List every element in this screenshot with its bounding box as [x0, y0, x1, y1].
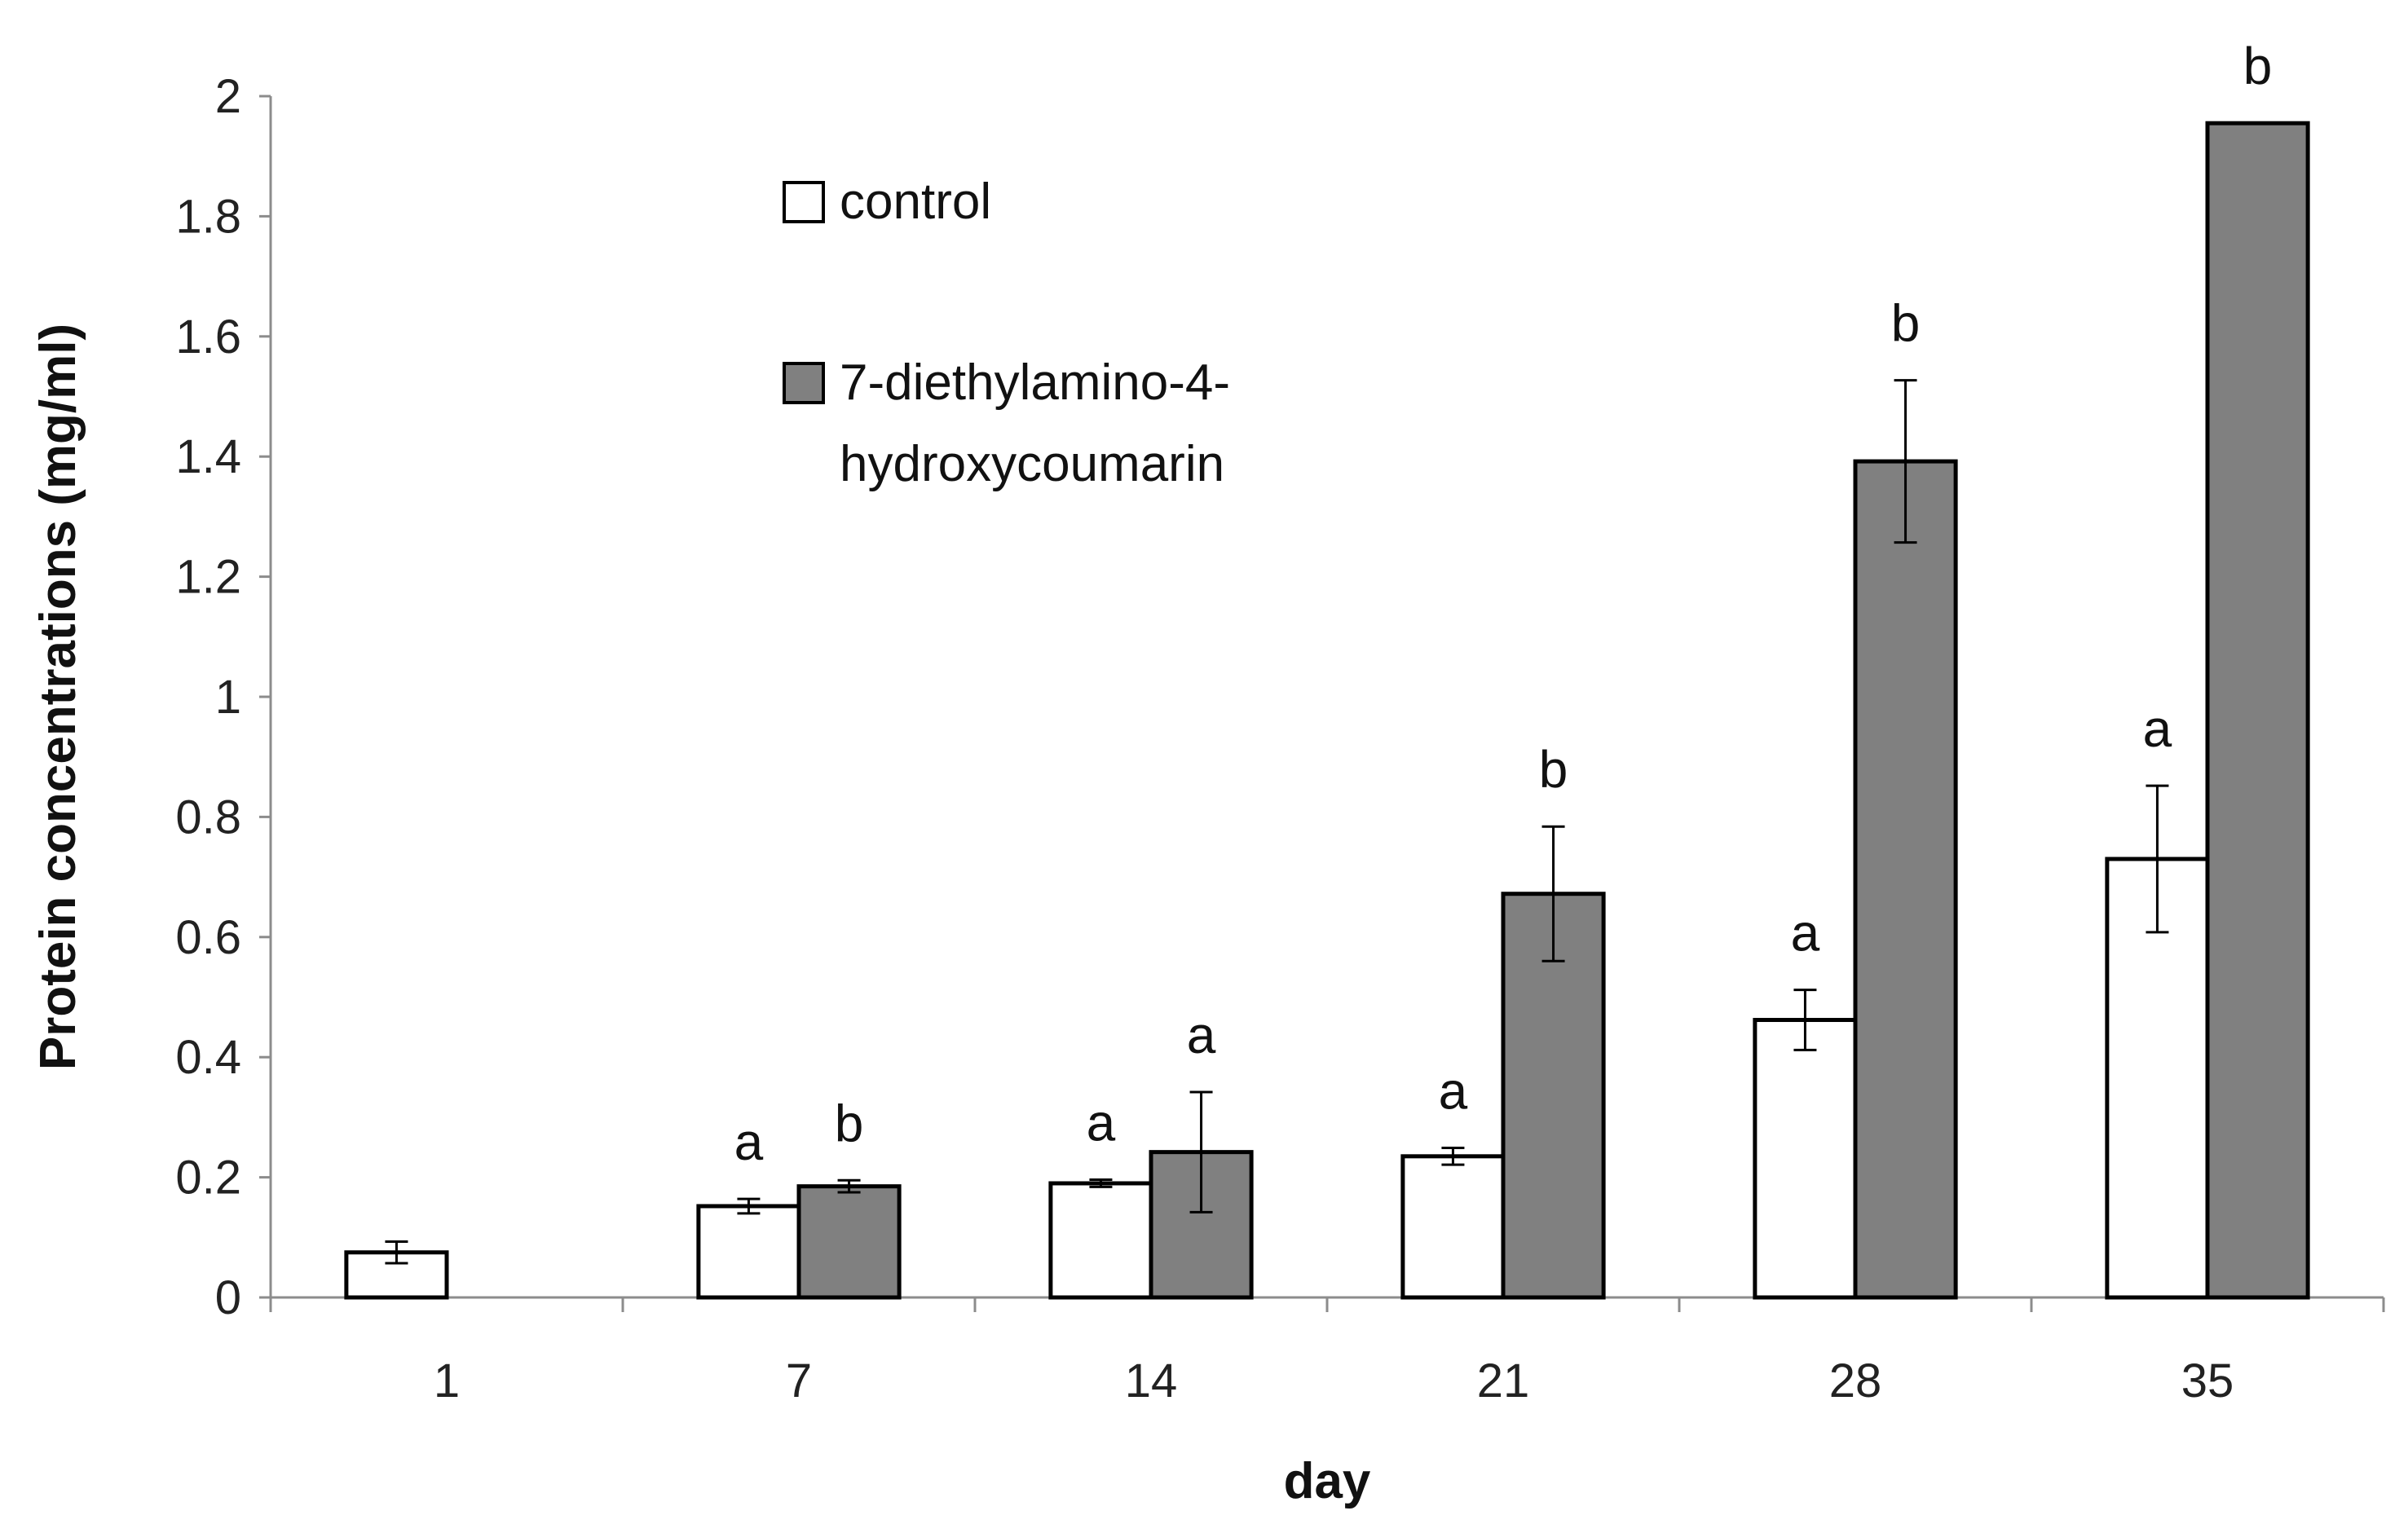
- bar-treatment-day-35: [2205, 121, 2310, 1300]
- significance-label-0-4: a: [1791, 904, 1820, 962]
- bar-treatment-day-7: [796, 1184, 902, 1300]
- y-ticks: 0 0.2 0.4 0.6 0.8 1 1.2 1.4 1.6 1.8 2: [175, 70, 271, 1324]
- y-tick-label-1: 0.2: [175, 1152, 241, 1205]
- legend-swatch-control: [783, 181, 825, 223]
- significance-label-0-2: a: [1087, 1094, 1116, 1152]
- bar-control-day-21: [1400, 1154, 1506, 1300]
- significance-label-0-5: a: [2143, 699, 2172, 758]
- axes: [269, 96, 2384, 1299]
- y-tick-label-0: 0: [215, 1271, 241, 1324]
- y-tick-label-10: 2: [215, 70, 241, 123]
- significance-label-1-4: b: [1891, 294, 1921, 353]
- legend-label-treatment-line1: 7-diethylamino-4-: [840, 355, 1230, 411]
- error-bars: [385, 379, 2169, 1265]
- y-tick-label-5: 1: [215, 671, 241, 724]
- y-tick-label-2: 0.4: [175, 1031, 241, 1084]
- y-tick-label-3: 0.6: [175, 911, 241, 964]
- y-tick-label-9: 1.8: [175, 190, 241, 243]
- bar-control-day-28: [1753, 1018, 1858, 1300]
- significance-label-1-3: b: [1539, 740, 1568, 799]
- legend-label-control: control: [840, 174, 991, 230]
- y-tick-label-8: 1.6: [175, 311, 241, 363]
- significance-labels: a a a a a b a b b b: [734, 37, 2273, 1171]
- significance-label-1-5: b: [2243, 37, 2273, 95]
- legend: control 7-diethylamino-4- hydroxycoumari…: [783, 174, 1230, 492]
- x-tick-label-1: 7: [786, 1354, 812, 1407]
- x-tick-label-0: 1: [434, 1354, 460, 1407]
- legend-label-treatment-line2: hydroxycoumarin: [840, 436, 1224, 492]
- bars: [344, 121, 2310, 1300]
- bar-treatment-day-21: [1501, 892, 1606, 1300]
- bar-treatment-day-28: [1853, 459, 1958, 1300]
- bar-control-day-7: [696, 1204, 801, 1300]
- significance-label-1-2: a: [1187, 1006, 1216, 1064]
- x-axis-title: day: [1284, 1453, 1371, 1509]
- x-tick-label-4: 28: [1829, 1354, 1882, 1407]
- y-tick-label-4: 0.8: [175, 791, 241, 843]
- x-tick-label-5: 35: [2181, 1354, 2234, 1407]
- x-tick-label-2: 14: [1125, 1354, 1178, 1407]
- legend-swatch-treatment: [783, 362, 825, 404]
- x-ticks: 1 7 14 21 28 35: [269, 1297, 2385, 1407]
- y-tick-label-7: 1.4: [175, 430, 241, 483]
- significance-label-0-1: a: [734, 1112, 764, 1171]
- y-tick-label-6: 1.2: [175, 551, 241, 604]
- bar-control-day-14: [1048, 1181, 1153, 1300]
- significance-label-1-1: b: [835, 1094, 864, 1152]
- x-tick-label-3: 21: [1477, 1354, 1530, 1407]
- y-axis-title: Protein concentrations (mg/ml): [30, 324, 86, 1070]
- significance-label-0-3: a: [1439, 1061, 1468, 1120]
